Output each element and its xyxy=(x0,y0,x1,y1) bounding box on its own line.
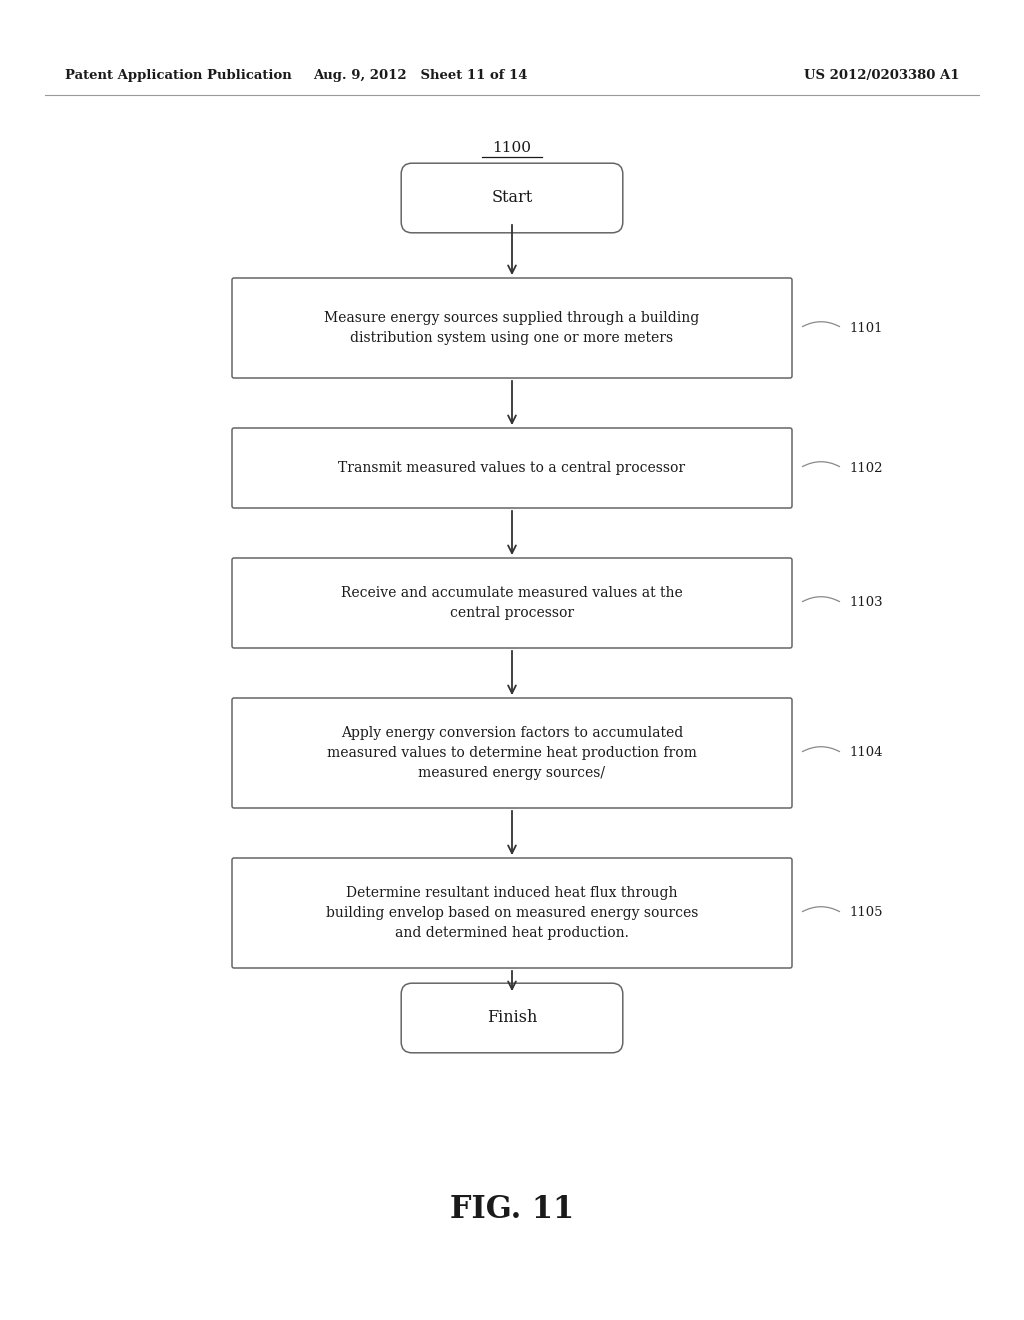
Text: Receive and accumulate measured values at the
central processor: Receive and accumulate measured values a… xyxy=(341,586,683,620)
Text: Apply energy conversion factors to accumulated
measured values to determine heat: Apply energy conversion factors to accum… xyxy=(327,726,697,780)
Text: 1105: 1105 xyxy=(849,907,883,920)
Text: 1104: 1104 xyxy=(849,747,883,759)
Text: Start: Start xyxy=(492,190,532,206)
Text: Transmit measured values to a central processor: Transmit measured values to a central pr… xyxy=(339,461,685,475)
Text: Measure energy sources supplied through a building
distribution system using one: Measure energy sources supplied through … xyxy=(325,312,699,345)
Text: 1100: 1100 xyxy=(493,141,531,154)
FancyBboxPatch shape xyxy=(401,164,623,232)
Text: FIG. 11: FIG. 11 xyxy=(450,1195,574,1225)
Text: Aug. 9, 2012   Sheet 11 of 14: Aug. 9, 2012 Sheet 11 of 14 xyxy=(312,69,527,82)
Text: Determine resultant induced heat flux through
building envelop based on measured: Determine resultant induced heat flux th… xyxy=(326,887,698,940)
FancyBboxPatch shape xyxy=(232,558,792,648)
FancyBboxPatch shape xyxy=(401,983,623,1053)
FancyBboxPatch shape xyxy=(232,698,792,808)
Text: US 2012/0203380 A1: US 2012/0203380 A1 xyxy=(805,69,961,82)
Text: 1102: 1102 xyxy=(849,462,883,474)
FancyBboxPatch shape xyxy=(232,428,792,508)
Text: 1101: 1101 xyxy=(849,322,883,334)
Text: Patent Application Publication: Patent Application Publication xyxy=(65,69,292,82)
FancyBboxPatch shape xyxy=(232,858,792,968)
FancyBboxPatch shape xyxy=(232,279,792,378)
Text: 1103: 1103 xyxy=(849,597,883,610)
Text: Finish: Finish xyxy=(486,1010,538,1027)
